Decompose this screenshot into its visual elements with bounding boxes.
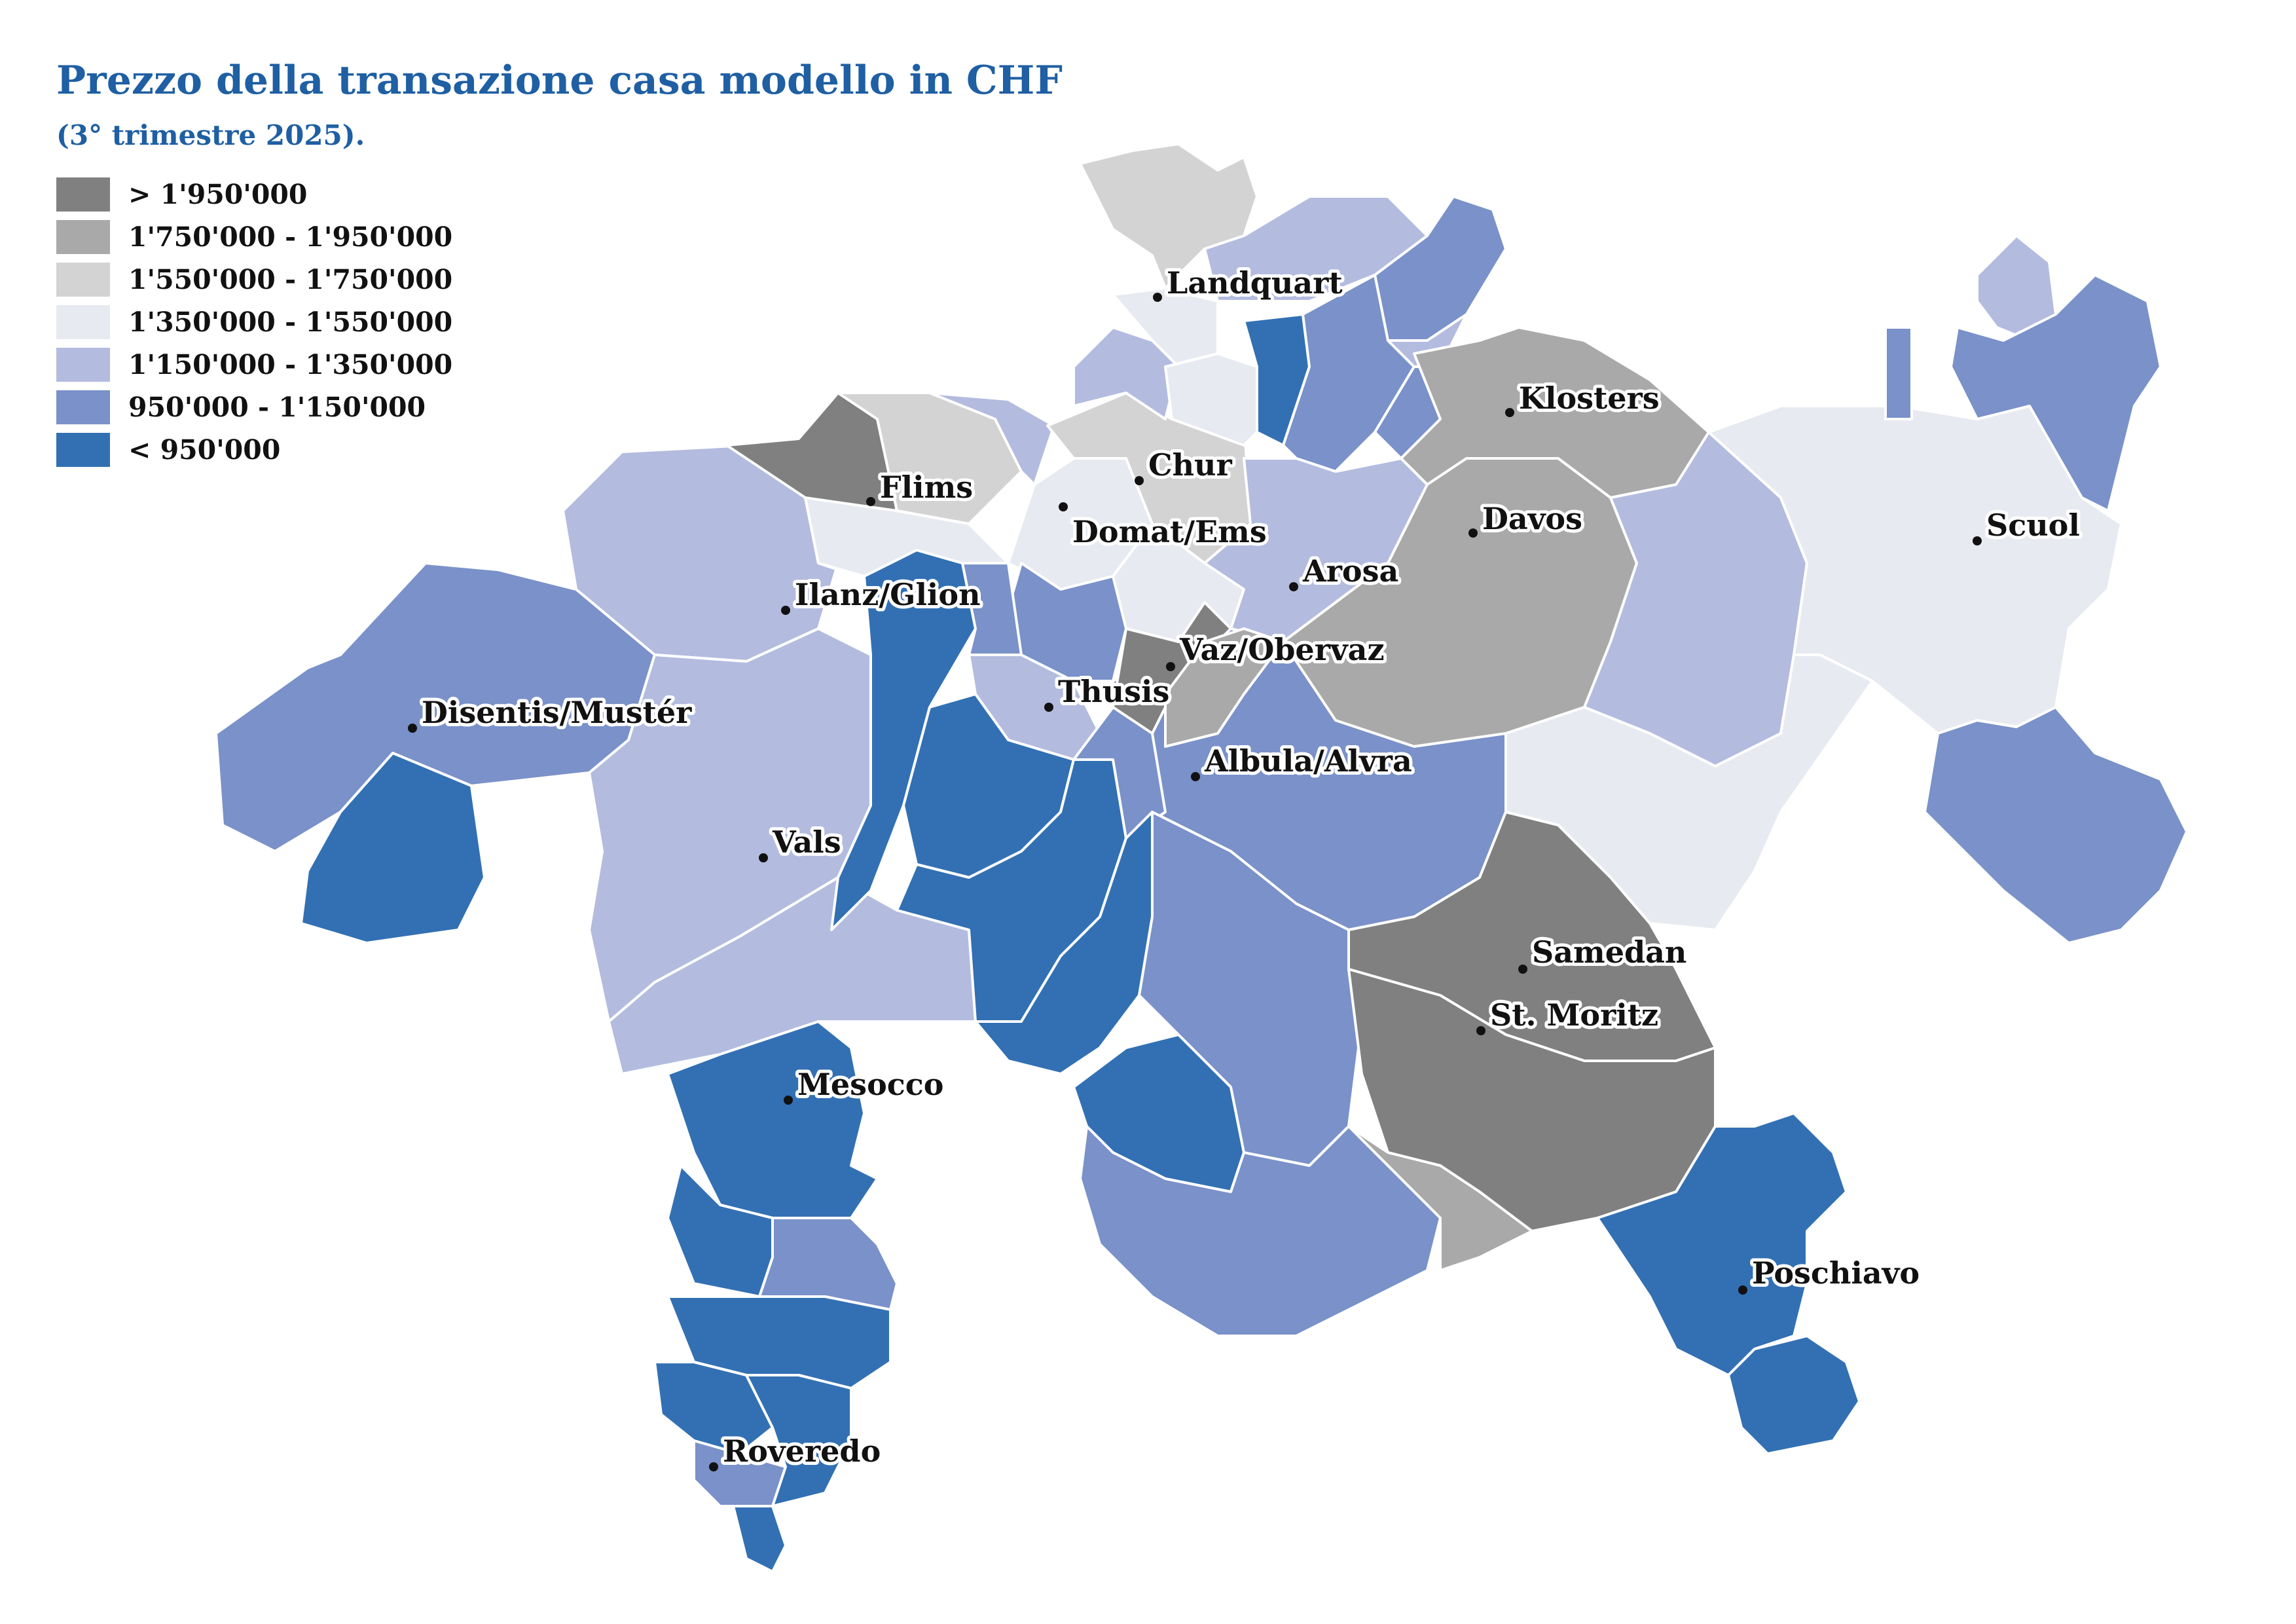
place-label-ilanz-glion: Ilanz/Glion (795, 577, 981, 612)
legend-label: 1'350'000 - 1'550'000 (128, 306, 453, 338)
place-marker (781, 606, 790, 615)
legend-swatch (56, 390, 110, 424)
region-brusio (1727, 1335, 1861, 1455)
region-maienfeld (1079, 143, 1258, 289)
region-mesocco (666, 1020, 879, 1219)
region-cama (732, 1505, 787, 1573)
place-label-roveredo: Roveredo (723, 1433, 881, 1469)
legend-label: 1'150'000 - 1'350'000 (128, 348, 453, 380)
place-label-st-moritz: St. Moritz (1490, 997, 1658, 1033)
legend-item-1550000-1750000: 1'550'000 - 1'750'000 (56, 258, 452, 301)
region-val-muestair (1923, 706, 2188, 944)
legend-swatch (56, 262, 110, 297)
place-marker (1468, 528, 1478, 538)
region-praettigau-mid (1282, 274, 1415, 473)
place-marker (1738, 1285, 1747, 1295)
place-marker (1044, 703, 1053, 712)
place-label-vals: Vals (772, 824, 841, 860)
legend-swatch (56, 347, 110, 382)
place-label-klosters: Klosters (1519, 380, 1660, 416)
legend-swatch (56, 304, 110, 339)
place-label-poschiavo: Poschiavo (1752, 1255, 1920, 1291)
legend-item-1350000-1550000: 1'350'000 - 1'550'000 (56, 301, 452, 343)
region-ferrera (1072, 706, 1167, 840)
place-label-landquart: Landquart (1167, 265, 1343, 301)
map-subtitle: (3° trimestre 2025). (56, 119, 365, 151)
legend-swatch (56, 177, 110, 212)
region-tschlin (1950, 274, 2162, 512)
place-marker (784, 1096, 793, 1105)
legend-item-1150000-1350000: 1'150'000 - 1'350'000 (56, 343, 452, 386)
place-marker (1059, 502, 1068, 511)
legend-swatch (56, 219, 110, 254)
legend-label: 1'750'000 - 1'950'000 (128, 221, 453, 253)
place-marker (1135, 476, 1144, 485)
place-label-mesocco: Mesocco (797, 1067, 943, 1102)
place-label-scuol: Scuol (1986, 507, 2080, 543)
region-sils (1347, 1125, 1533, 1272)
legend-label: 950'000 - 1'150'000 (128, 391, 426, 423)
region-medel (300, 752, 486, 944)
region-san-vittore (745, 1374, 852, 1507)
legend-label: 1'550'000 - 1'750'000 (128, 263, 453, 295)
legend-label: > 1'950'000 (128, 178, 308, 210)
place-marker (1476, 1026, 1485, 1035)
map-title: Prezzo della transazione casa modello in… (56, 58, 1063, 103)
legend-item-gt-1950000: > 1'950'000 (56, 173, 452, 215)
legend-item-1750000-1950000: 1'750'000 - 1'950'000 (56, 215, 452, 258)
place-label-thusis: Thusis (1058, 674, 1169, 709)
place-marker (1518, 965, 1527, 974)
place-label-disentis-muster: Disentis/Mustér (422, 695, 692, 730)
places: Landquart Klosters Chur Flims Domat/Ems … (408, 262, 2083, 1472)
place-label-flims: Flims (880, 470, 973, 505)
place-label-albula-alvra: Albula/Alvra (1204, 743, 1412, 779)
region-poschiavo (1596, 1112, 1848, 1376)
region-grono (653, 1361, 774, 1455)
legend-item-lt-950000: < 950'000 (56, 428, 452, 471)
place-marker (408, 724, 417, 733)
place-marker (1153, 293, 1162, 302)
place-label-chur: Chur (1148, 447, 1233, 483)
place-label-domat-ems: Domat/Ems (1072, 514, 1267, 549)
regions (215, 143, 2188, 1573)
legend-swatch (56, 432, 110, 467)
place-marker (1289, 582, 1298, 591)
legend-item-950000-1150000: 950'000 - 1'150'000 (56, 386, 452, 428)
place-label-samedan: Samedan (1532, 934, 1686, 970)
place-marker (866, 497, 875, 506)
place-marker (709, 1462, 718, 1471)
legend: > 1'950'000 1'750'000 - 1'950'000 1'550'… (56, 173, 452, 471)
place-marker (1191, 772, 1200, 781)
place-marker (759, 853, 768, 862)
region-cazis (961, 562, 1023, 656)
place-label-arosa: Arosa (1302, 553, 1398, 589)
place-marker (1505, 408, 1514, 417)
place-marker (1166, 662, 1175, 671)
region-sent-strip (1884, 326, 1913, 420)
region-lenzerheide (1164, 627, 1285, 748)
place-label-davos: Davos (1482, 501, 1582, 536)
place-label-vaz-obervaz: Vaz/Obervaz (1179, 632, 1385, 667)
place-marker (1973, 536, 1982, 545)
legend-label: < 950'000 (128, 434, 281, 466)
